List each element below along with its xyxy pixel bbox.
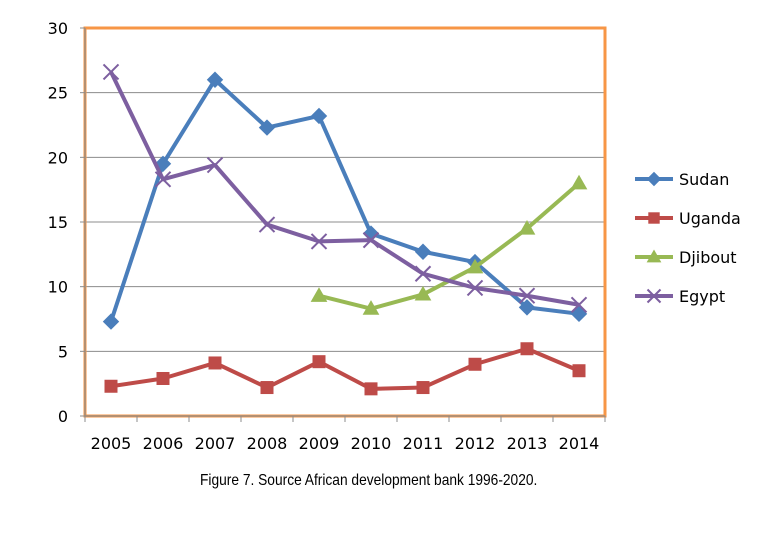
data-point-triangle — [466, 258, 484, 274]
series-line — [109, 71, 580, 307]
series-lines — [102, 63, 588, 396]
data-point-diamond — [646, 171, 662, 187]
series-egypt — [102, 63, 588, 313]
legend-item-uganda: Uganda — [635, 209, 741, 228]
y-tick-label: 30 — [48, 19, 68, 38]
legend-label: Uganda — [679, 209, 741, 228]
y-tick-label: 15 — [48, 213, 68, 232]
x-tick-label: 2007 — [195, 434, 236, 453]
x-tick-label: 2012 — [455, 434, 496, 453]
x-tick-label: 2009 — [299, 434, 340, 453]
legend-label: Egypt — [679, 287, 725, 306]
data-point-x — [646, 288, 662, 304]
data-point-triangle — [310, 287, 328, 302]
data-point-square — [572, 364, 586, 378]
data-point-x — [466, 279, 484, 297]
y-tick-label: 10 — [48, 278, 68, 297]
data-point-diamond — [310, 107, 328, 125]
data-point-square — [364, 382, 378, 396]
legend-item-egypt: Egypt — [635, 287, 725, 306]
y-tick-label: 25 — [48, 84, 68, 103]
legend-label: Sudan — [679, 170, 729, 189]
data-point-x — [518, 287, 536, 304]
data-point-diamond — [518, 299, 536, 316]
data-point-square — [416, 381, 430, 395]
y-axis-tick-labels: 0 5 10 15 20 25 30 — [48, 19, 68, 426]
x-tick-label: 2010 — [351, 434, 392, 453]
data-point-square — [468, 357, 482, 371]
x-tick-label: 2005 — [91, 434, 132, 453]
x-tick-label: 2011 — [403, 434, 444, 453]
data-point-x — [154, 171, 172, 188]
data-point-square — [520, 342, 534, 356]
legend-item-djibout: Djibout — [635, 248, 737, 267]
data-point-square — [648, 212, 660, 224]
data-point-square — [208, 356, 222, 370]
data-point-triangle — [414, 285, 432, 301]
x-tick-label: 2014 — [559, 434, 600, 453]
x-axis-tick-labels: 2005 2006 2007 2008 2009 2010 2011 2012 2013 2014 — [91, 434, 600, 453]
series-line — [109, 77, 580, 323]
data-point-square — [104, 379, 118, 393]
y-tick-label: 0 — [58, 407, 68, 426]
data-point-diamond — [258, 119, 276, 136]
data-point-x — [570, 296, 588, 313]
data-point-x — [414, 265, 432, 282]
data-point-diamond — [414, 243, 432, 260]
data-point-square — [260, 381, 274, 395]
x-tick-label: 2013 — [507, 434, 548, 453]
series-sudan — [102, 71, 588, 330]
data-point-x — [102, 63, 120, 81]
legend-label: Djibout — [679, 248, 737, 267]
data-point-x — [362, 231, 380, 249]
data-point-diamond — [570, 305, 588, 323]
data-point-x — [310, 233, 328, 250]
data-point-triangle — [362, 300, 380, 315]
series-line — [110, 346, 580, 391]
legend: Sudan Uganda Djibout Egypt — [635, 170, 741, 306]
data-point-triangle — [518, 219, 536, 235]
legend-item-sudan: Sudan — [635, 170, 729, 189]
data-point-x — [206, 156, 224, 174]
data-point-diamond — [206, 71, 224, 88]
data-point-x — [258, 216, 276, 233]
data-point-square — [312, 355, 326, 369]
data-point-triangle — [646, 249, 662, 263]
data-point-triangle — [570, 174, 588, 190]
series-uganda — [104, 342, 586, 396]
x-tick-label: 2006 — [143, 434, 184, 453]
data-point-square — [156, 371, 170, 385]
y-tick-label: 5 — [58, 342, 68, 361]
figure-caption: Figure 7. Source African development ban… — [200, 472, 538, 489]
axes — [80, 27, 606, 422]
y-tick-label: 20 — [48, 148, 68, 167]
x-tick-label: 2008 — [247, 434, 288, 453]
data-point-diamond — [102, 313, 120, 330]
